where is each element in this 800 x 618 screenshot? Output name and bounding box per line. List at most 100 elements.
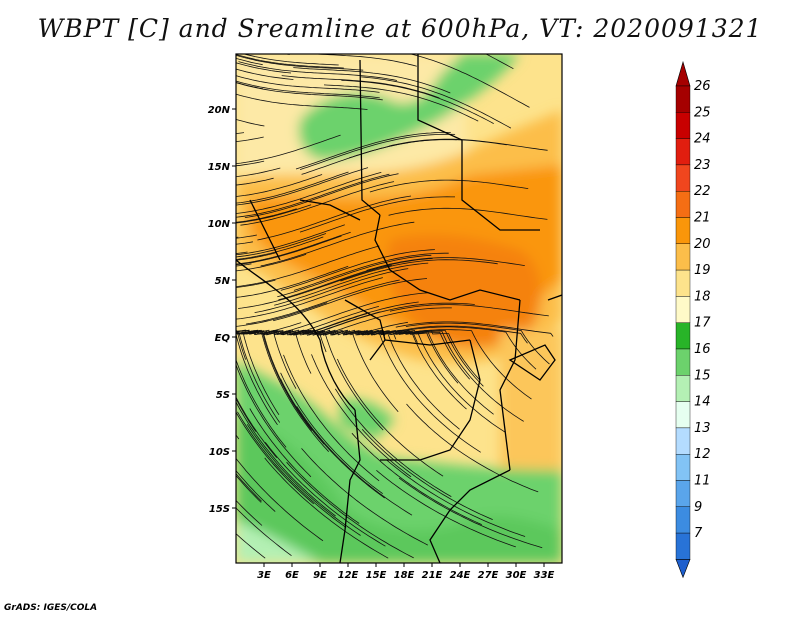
streamline: [236, 136, 264, 143]
lon-label: 33E: [534, 570, 555, 581]
streamline: [351, 432, 482, 525]
streamline: [249, 408, 360, 524]
colorbar-label: 25: [694, 105, 711, 120]
streamline: [236, 132, 245, 135]
streamline: [241, 330, 329, 452]
streamline: [236, 57, 263, 66]
lat-label: 10N: [208, 219, 231, 230]
streamline: [296, 406, 413, 516]
streamline: [318, 302, 475, 333]
lat-label: 15S: [209, 504, 230, 515]
lon-label: 6E: [285, 570, 299, 581]
streamline: [389, 304, 549, 317]
streamline: [236, 177, 274, 186]
colorbar-label: 16: [694, 342, 711, 357]
streamline: [236, 231, 351, 265]
streamline: [334, 388, 452, 497]
streamline: [236, 252, 277, 261]
streamline: [395, 321, 554, 337]
streamline: [236, 208, 297, 223]
streamline: [238, 61, 398, 81]
streamline: [238, 264, 392, 309]
streamline: [366, 257, 525, 271]
streamline: [293, 67, 451, 94]
lon-label: 24E: [450, 570, 471, 581]
streamline: [236, 434, 240, 440]
plot-frame: [235, 53, 563, 564]
streamline: [361, 428, 493, 520]
streamline: [236, 233, 327, 258]
streamline: [236, 253, 307, 272]
streamline: [236, 81, 264, 90]
streamline: [278, 258, 433, 301]
streamline: [236, 167, 281, 178]
streamline: [236, 54, 344, 69]
streamline: [301, 448, 428, 546]
streamline: [293, 252, 449, 291]
streamline: [236, 474, 262, 503]
streamline: [280, 378, 385, 499]
streamline: [388, 207, 548, 220]
streamline: [260, 221, 415, 267]
streamline: [236, 473, 262, 502]
streamline: [236, 358, 287, 448]
streamline: [236, 174, 323, 197]
streamline: [299, 196, 455, 233]
streamline: [236, 330, 280, 416]
streamline: [274, 262, 429, 306]
streamline: [341, 79, 494, 124]
streamline: [257, 195, 412, 241]
colorbar-swatch: [675, 427, 691, 455]
streamline: [272, 278, 428, 322]
colorbar-swatch: [675, 217, 691, 244]
streamline: [236, 396, 278, 458]
streamline: [236, 245, 380, 288]
streamline: [244, 173, 399, 218]
colorbar-label: 23: [694, 158, 711, 173]
colorbar-top-arrow: [675, 60, 691, 87]
streamline: [280, 249, 435, 291]
lon-label: 3E: [257, 570, 271, 581]
grads-credit: GrADS: IGES/COLA: [4, 603, 98, 613]
streamline: [236, 173, 390, 218]
streamline: [237, 411, 347, 528]
streamline: [281, 75, 440, 99]
streamline: [409, 54, 530, 108]
colorbar-label: 9: [694, 500, 702, 515]
streamline: [236, 118, 265, 127]
axis-ticks: [232, 108, 545, 567]
colorbar-swatch: [675, 401, 691, 429]
streamline: [236, 470, 276, 512]
colorbar-swatch: [675, 532, 691, 560]
streamline: [385, 459, 526, 537]
lon-label: 9E: [313, 570, 327, 581]
streamline: [236, 54, 364, 71]
streamline: [236, 171, 349, 204]
wbpt-shaded-field: [236, 54, 562, 563]
streamline: [291, 329, 418, 343]
streamline: [236, 302, 328, 327]
streamline: [295, 132, 451, 170]
colorbar-swatch: [675, 375, 691, 402]
colorbar-swatch: [675, 348, 691, 376]
colorbar-swatch: [675, 138, 691, 166]
streamline: [246, 279, 400, 325]
lat-label: 15N: [208, 162, 231, 173]
lon-label: 27E: [478, 570, 499, 581]
streamline: [340, 259, 498, 282]
streamline: [236, 75, 380, 93]
streamline: [299, 133, 456, 170]
lon-label: 30E: [506, 570, 527, 581]
colorbar-label: 19: [694, 263, 711, 278]
streamline: [276, 292, 428, 335]
colorbar-swatch: [675, 112, 691, 139]
streamline: [236, 80, 380, 99]
streamline: [485, 54, 514, 70]
streamline: [236, 236, 324, 260]
streamline: [406, 403, 539, 493]
colorbar-label: 12: [694, 447, 711, 462]
streamline: [236, 331, 281, 423]
streamline: [348, 139, 507, 159]
colorbar-swatch: [675, 269, 691, 297]
lon-label: 21E: [422, 570, 443, 581]
